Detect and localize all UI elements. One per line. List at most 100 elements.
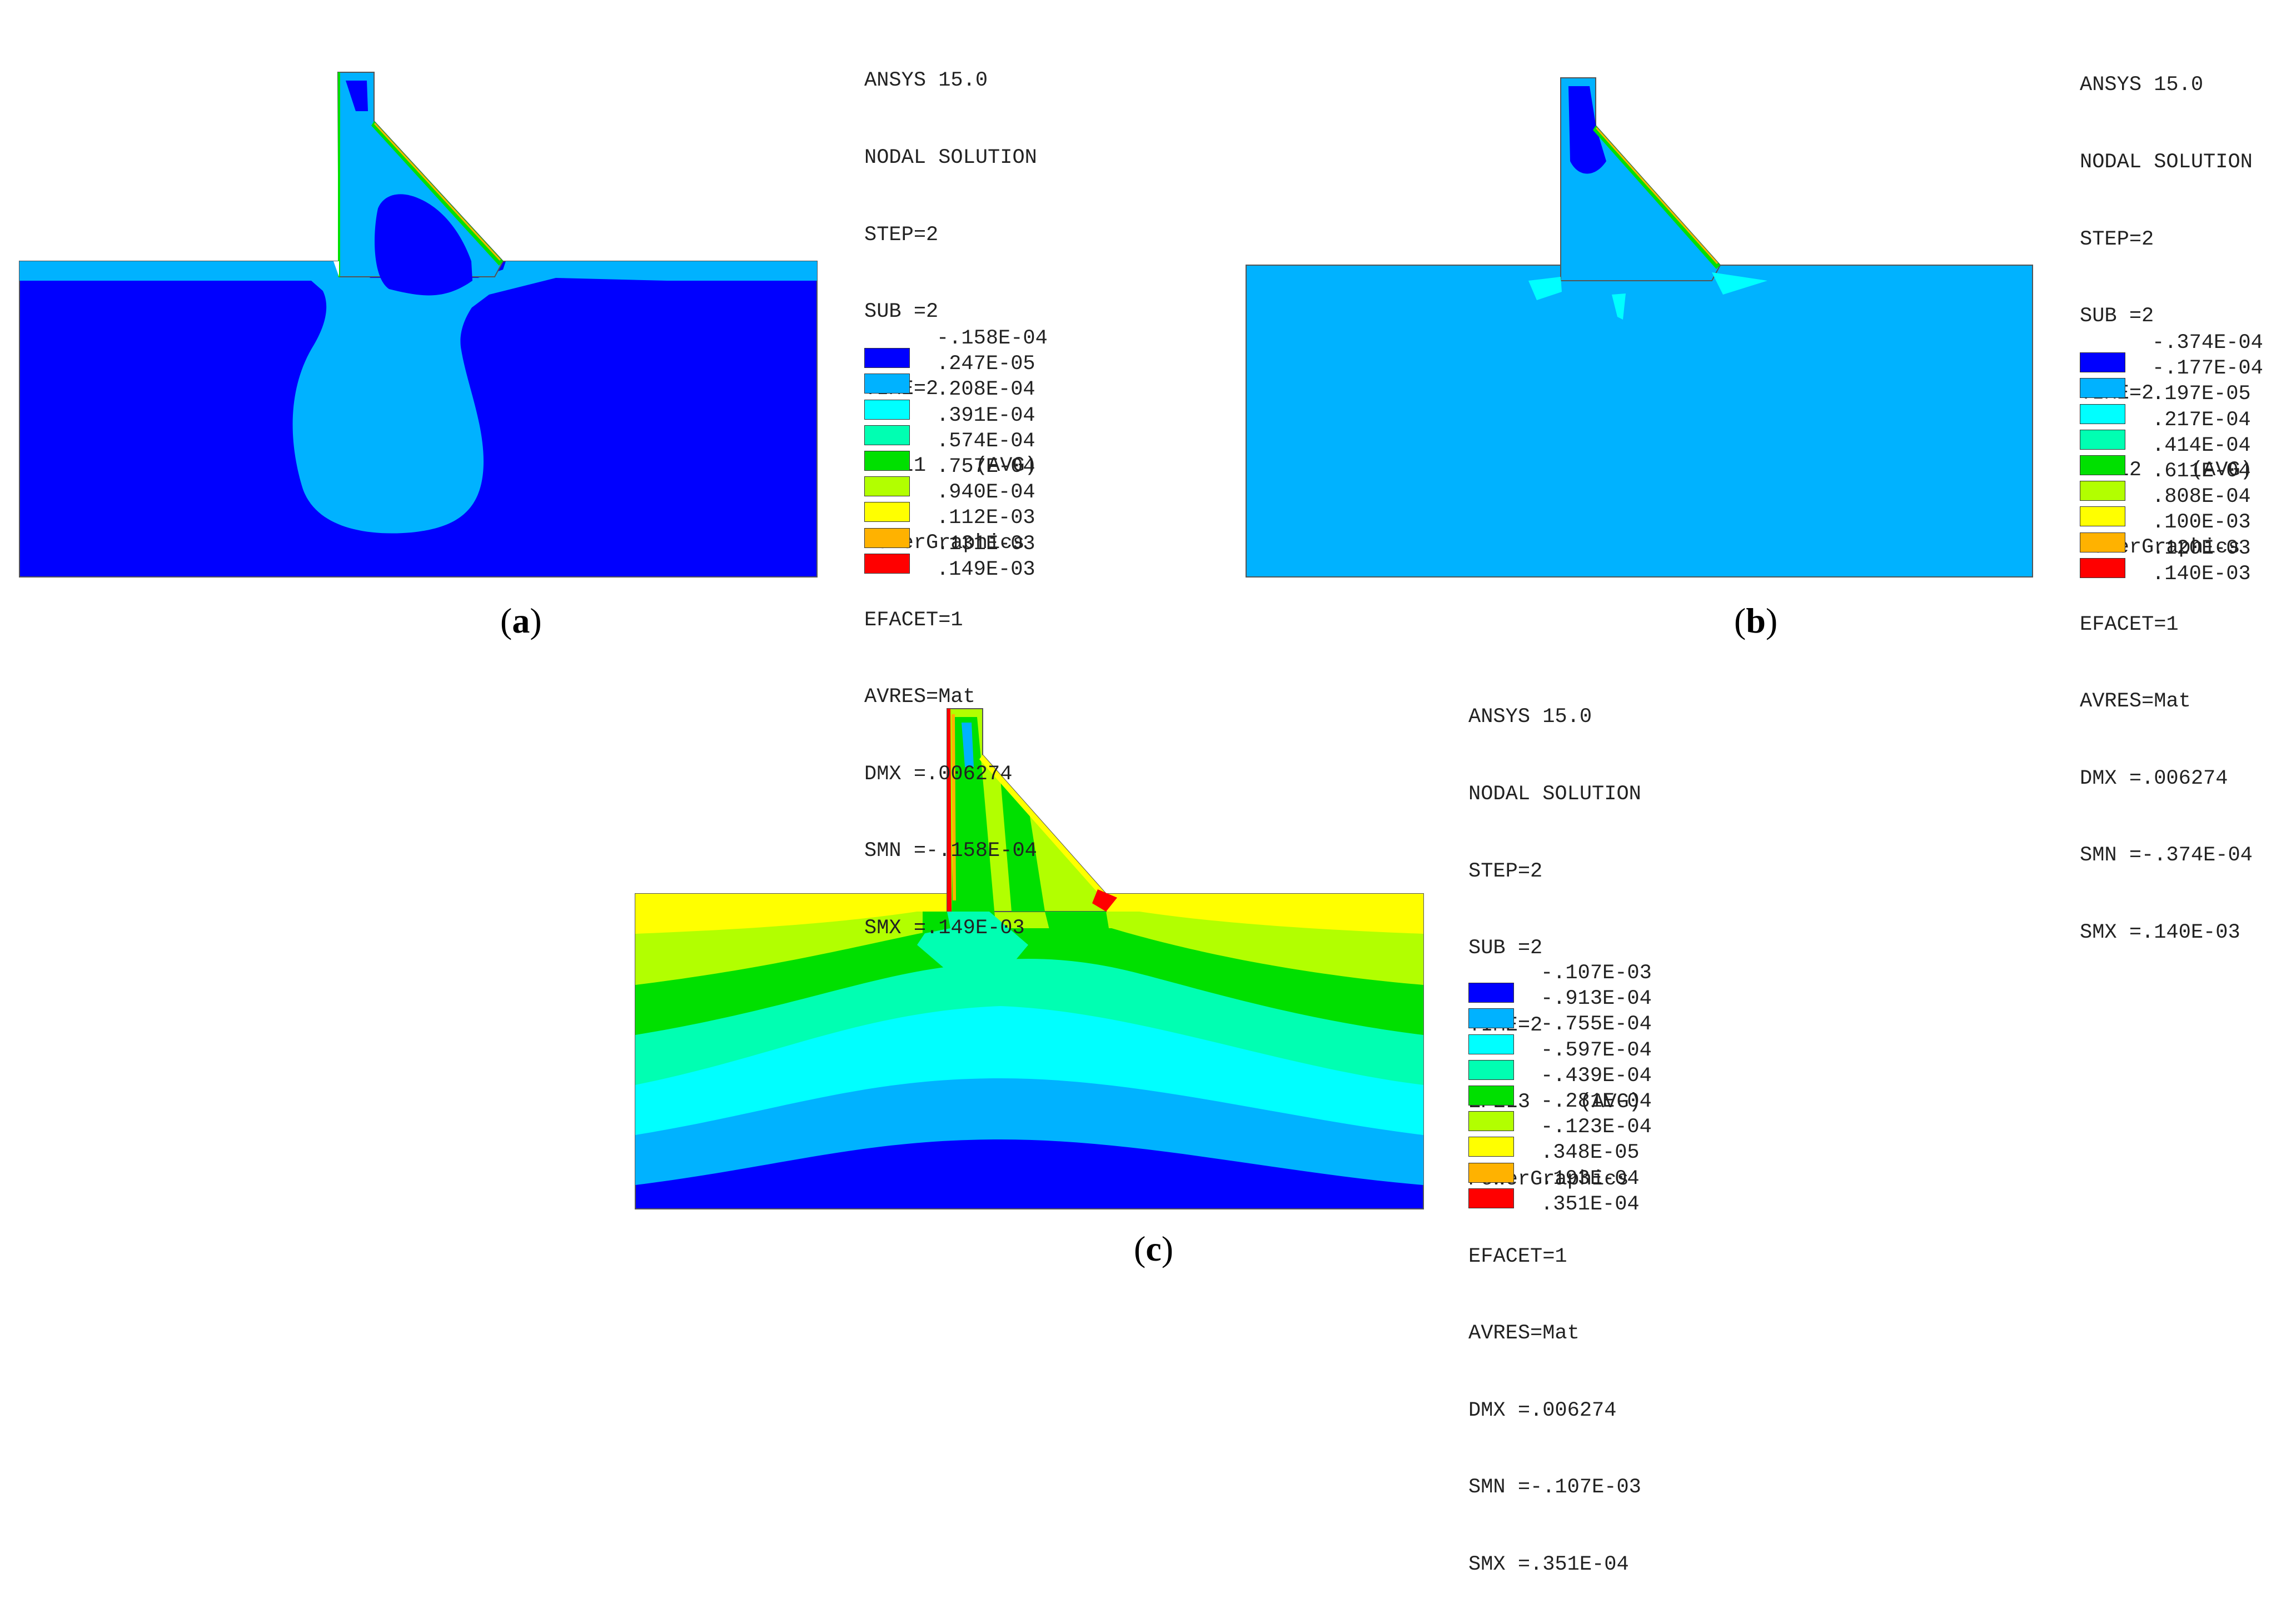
legend-swatch [2080, 481, 2125, 501]
legend-swatch [864, 348, 910, 369]
info-line: EFACET=1 [1468, 1244, 1567, 1268]
legend-label: -.177E-04 [2152, 357, 2263, 381]
legend-label: .131E-03 [937, 532, 1035, 556]
legend-a: -.158E-04 .247E-05.208E-04.391E-04.574E-… [864, 327, 1087, 588]
info-line: ANSYS 15.0 [2080, 73, 2204, 97]
legend-swatch [2080, 352, 2125, 373]
legend-label: .197E-05 [2152, 382, 2251, 406]
info-line: ANSYS 15.0 [1468, 705, 1592, 729]
info-line: STEP=2 [2080, 227, 2154, 251]
legend-swatch [864, 502, 910, 522]
strain-bulb [292, 278, 500, 534]
contour-plot-c [635, 708, 1424, 1209]
info-line: EFACET=1 [864, 608, 963, 632]
legend-label: .348E-05 [1541, 1141, 1640, 1165]
info-line: DMX =.006274 [1468, 1398, 1617, 1422]
legend-label: .414E-04 [2152, 434, 2251, 457]
legend-min-label: -.107E-03 [1541, 962, 1652, 985]
legend-label: -.755E-04 [1541, 1013, 1652, 1037]
legend-swatch [864, 527, 910, 548]
legend-b: -.374E-04 -.177E-04.197E-05.217E-04.414E… [2080, 331, 2296, 593]
legend-swatch [2080, 557, 2125, 578]
upstream-edge [338, 72, 340, 277]
info-line: SUB =2 [864, 300, 939, 324]
info-line: SMX =.351E-04 [1468, 1552, 1629, 1576]
caption-b: (b) [1734, 601, 1778, 640]
legend-swatch [1468, 983, 1514, 1003]
caption-label: b [1746, 601, 1766, 640]
legend-swatch [864, 451, 910, 471]
legend-label: .100E-03 [2152, 511, 2251, 535]
legend-label: -.281E-04 [1541, 1090, 1652, 1113]
dam-crest-core [1568, 86, 1606, 174]
info-line: EFACET=1 [2080, 613, 2179, 636]
cyan-wedge-right [1712, 272, 1767, 295]
info-line: SMN =-.374E-04 [2080, 844, 2253, 868]
cyan-wedge-left [1528, 277, 1562, 300]
legend-label: -.913E-04 [1541, 987, 1652, 1011]
legend-label: -.123E-04 [1541, 1116, 1652, 1139]
info-line: STEP=2 [1468, 859, 1543, 883]
caption-label: a [512, 601, 530, 640]
info-line: DMX =.006274 [864, 762, 1013, 786]
info-line: ANSYS 15.0 [864, 69, 988, 93]
contour-plot-a [19, 72, 818, 578]
legend-swatch [864, 425, 910, 445]
info-block-b: ANSYS 15.0 NODAL SOLUTION STEP=2 SUB =2 … [2080, 21, 2253, 971]
info-line: SUB =2 [2080, 305, 2154, 328]
legend-swatch [1468, 1059, 1514, 1080]
legend-label: .611E-04 [2152, 460, 2251, 483]
legend-swatch [1468, 1086, 1514, 1106]
dam-crest-core [346, 81, 368, 111]
legend-swatch [1468, 1008, 1514, 1029]
legend-label: -.597E-04 [1541, 1038, 1652, 1062]
info-line: AVRES=Mat [2080, 690, 2191, 714]
legend-c: -.107E-03 -.913E-04 -.755E-04 -.597E-04 -.4… [1468, 962, 1691, 1223]
info-line: NODAL SOLUTION [1468, 783, 1641, 806]
legend-label: .351E-04 [1541, 1192, 1640, 1216]
legend-label: .391E-04 [937, 404, 1035, 427]
info-line: AVRES=Mat [864, 685, 975, 709]
legend-min-label: -.374E-04 [2152, 331, 2263, 355]
caption-c: (c) [1134, 1229, 1174, 1268]
legend-swatch [1468, 1188, 1514, 1208]
legend-label: .217E-04 [2152, 408, 2251, 432]
info-line: SMX =.140E-03 [2080, 920, 2240, 944]
legend-swatch [864, 553, 910, 574]
legend-label: .120E-03 [2152, 536, 2251, 560]
legend-swatch [864, 476, 910, 497]
foundation-region [1246, 265, 2033, 578]
contour-plot-b [1246, 77, 2033, 578]
caption-a: (a) [500, 601, 542, 640]
legend-label: .112E-03 [937, 506, 1035, 530]
dam-inner-strip [952, 717, 995, 917]
info-line: NODAL SOLUTION [864, 146, 1037, 170]
info-line: SUB =2 [1468, 937, 1543, 960]
info-line: SMN =-.107E-03 [1468, 1476, 1641, 1500]
info-line: AVRES=Mat [1468, 1322, 1580, 1346]
caption-label: c [1145, 1229, 1162, 1268]
legend-label: .940E-04 [937, 481, 1035, 505]
legend-swatch [1468, 1034, 1514, 1054]
legend-swatch [864, 374, 910, 394]
legend-swatch [1468, 1137, 1514, 1157]
legend-label: .808E-04 [2152, 485, 2251, 509]
legend-swatch [1468, 1111, 1514, 1132]
info-line: STEP=2 [864, 223, 939, 247]
legend-label: .574E-04 [937, 429, 1035, 453]
legend-swatch [2080, 532, 2125, 552]
dam-core [375, 194, 472, 296]
legend-min-label: -.158E-04 [937, 327, 1048, 350]
legend-swatch [2080, 378, 2125, 399]
contour-plots [19, 72, 2033, 1209]
downstream-edge-hot [1595, 127, 1719, 264]
legend-swatch [2080, 404, 2125, 424]
info-line: SMX =.149E-03 [864, 916, 1025, 940]
legend-swatch [2080, 455, 2125, 475]
downstream-edge [1593, 126, 1720, 269]
legend-label: .193E-04 [1541, 1167, 1640, 1191]
legend-label: .140E-03 [2152, 562, 2251, 586]
info-line: NODAL SOLUTION [2080, 151, 2253, 174]
legend-label: .149E-03 [937, 557, 1035, 581]
legend-label: .208E-04 [937, 378, 1035, 402]
